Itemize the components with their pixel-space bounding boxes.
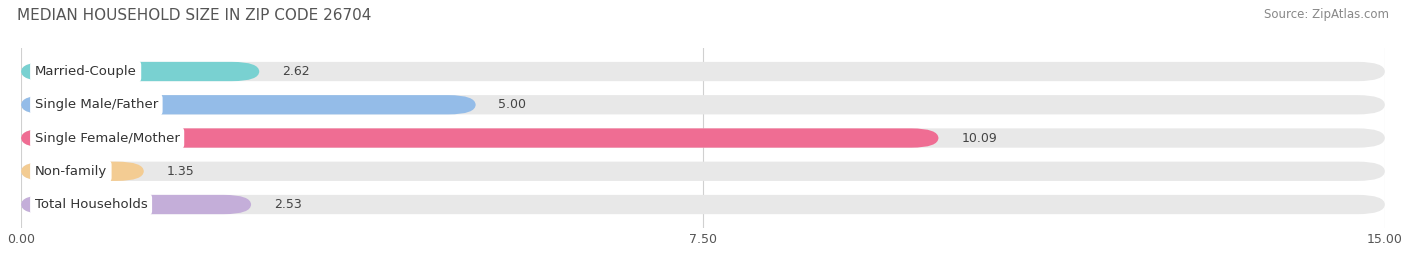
FancyBboxPatch shape [21,95,475,114]
FancyBboxPatch shape [21,95,1385,114]
Text: MEDIAN HOUSEHOLD SIZE IN ZIP CODE 26704: MEDIAN HOUSEHOLD SIZE IN ZIP CODE 26704 [17,8,371,23]
FancyBboxPatch shape [21,62,1385,81]
FancyBboxPatch shape [21,62,259,81]
Text: Single Female/Mother: Single Female/Mother [35,132,180,144]
FancyBboxPatch shape [21,162,1385,181]
Text: Married-Couple: Married-Couple [35,65,136,78]
FancyBboxPatch shape [21,162,143,181]
Text: Non-family: Non-family [35,165,107,178]
FancyBboxPatch shape [21,128,1385,148]
FancyBboxPatch shape [21,195,252,214]
Text: Single Male/Father: Single Male/Father [35,98,157,111]
Text: Source: ZipAtlas.com: Source: ZipAtlas.com [1264,8,1389,21]
FancyBboxPatch shape [21,195,1385,214]
Text: 2.62: 2.62 [283,65,309,78]
Text: 10.09: 10.09 [962,132,997,144]
Text: 2.53: 2.53 [274,198,302,211]
Text: 5.00: 5.00 [498,98,526,111]
Text: 1.35: 1.35 [166,165,194,178]
Text: Total Households: Total Households [35,198,148,211]
FancyBboxPatch shape [21,128,938,148]
